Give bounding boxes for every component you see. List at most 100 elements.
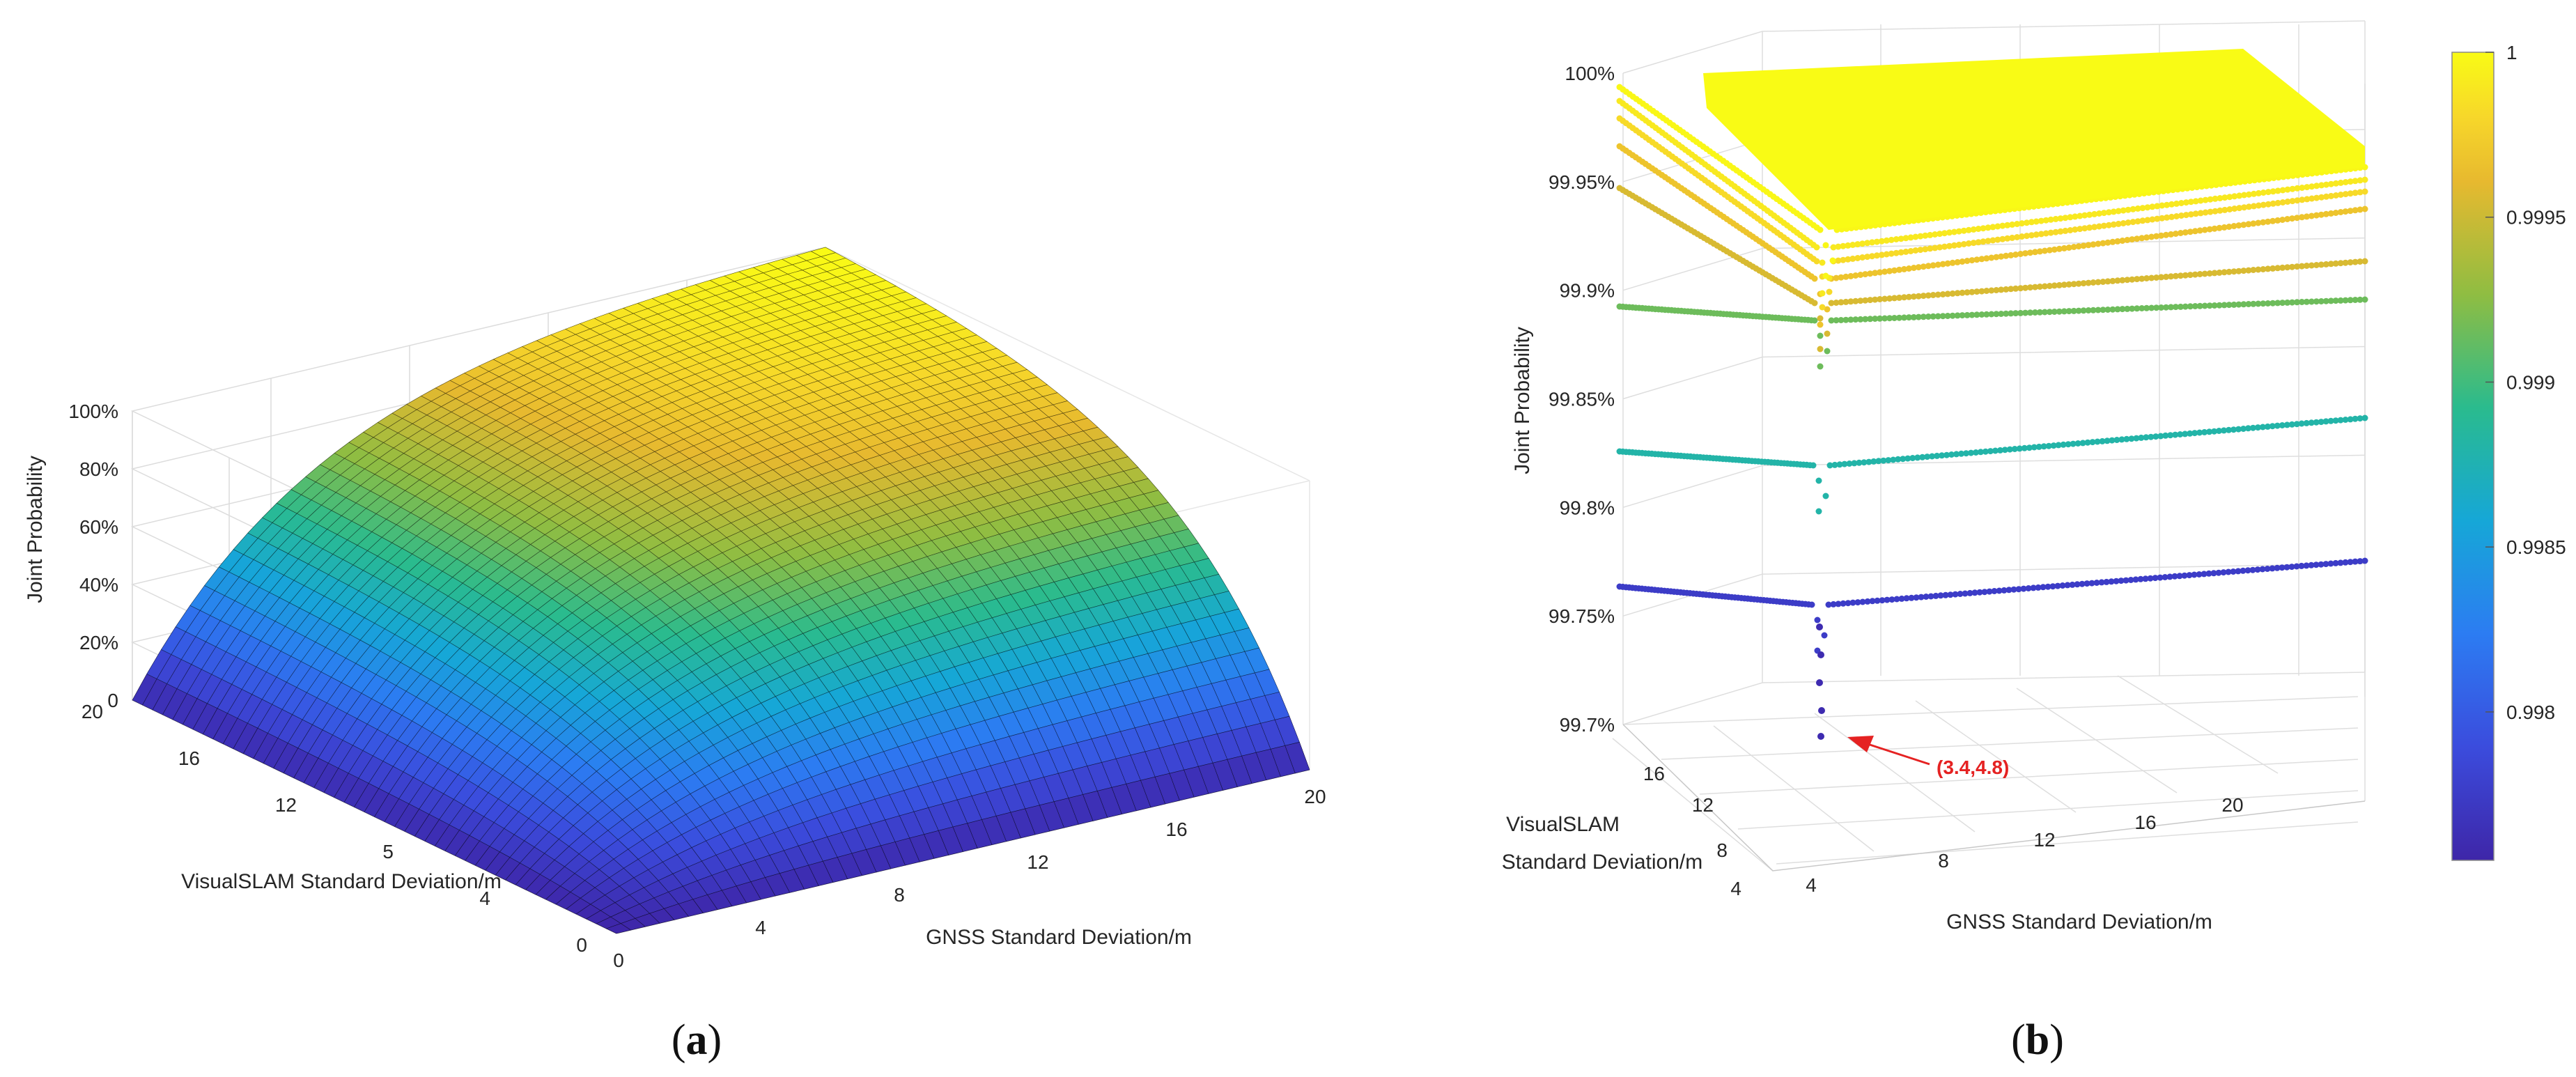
data-point — [2021, 444, 2028, 451]
data-point — [2274, 265, 2281, 272]
data-point — [2332, 192, 2339, 199]
data-point — [2202, 196, 2209, 203]
data-point — [2164, 201, 2171, 208]
data-point — [2244, 567, 2251, 574]
data-point — [1971, 589, 1978, 596]
data-point — [2279, 264, 2286, 271]
data-point — [1861, 459, 1868, 466]
data-point — [1877, 296, 1884, 302]
data-point — [1842, 273, 1849, 280]
data-point — [2012, 285, 2019, 292]
data-point — [2027, 284, 2033, 291]
data-point — [1949, 259, 1956, 266]
floor-grid-line — [1713, 725, 1875, 852]
data-point — [1862, 271, 1869, 278]
data-point — [2017, 251, 2024, 257]
data-point — [2211, 270, 2218, 277]
data-point — [2294, 197, 2301, 204]
data-point — [2230, 268, 2237, 275]
z-tick-label: 99.8% — [1560, 497, 1615, 518]
data-point — [2051, 282, 2058, 289]
data-point — [1989, 237, 1996, 244]
x-tick-label: 8 — [1938, 850, 1949, 871]
data-point — [1920, 293, 1927, 300]
data-point — [2003, 310, 2010, 317]
data-point — [1952, 591, 1959, 598]
data-point — [1854, 241, 1861, 248]
data-point — [2342, 191, 2349, 198]
data-point — [1872, 316, 1879, 322]
data-point — [2177, 272, 2184, 279]
data-point — [2100, 307, 2106, 313]
data-point — [2119, 277, 2126, 284]
data-point — [1817, 332, 1824, 339]
data-point — [1893, 236, 1900, 242]
data-point — [2327, 261, 2334, 268]
data-point — [2072, 213, 2079, 220]
data-point — [1959, 289, 1966, 296]
data-point — [2260, 300, 2267, 307]
data-point — [1846, 460, 1853, 467]
data-point — [2085, 279, 2092, 286]
data-point — [2020, 585, 2027, 592]
data-point — [2177, 303, 2184, 310]
data-point — [2361, 414, 2368, 421]
data-point — [1852, 297, 1859, 304]
data-point — [1937, 231, 1943, 238]
data-point — [2313, 298, 2320, 305]
data-point — [2123, 577, 2129, 584]
data-point — [2032, 249, 2038, 256]
data-point — [1908, 594, 1915, 601]
panel-a-caption: (a) — [672, 1016, 722, 1064]
data-point — [2293, 421, 2300, 428]
colorbar-gradient — [2451, 52, 2494, 861]
floor-grid-line — [1699, 759, 2359, 795]
data-point — [2361, 258, 2368, 265]
data-point — [2139, 235, 2146, 242]
data-point — [2055, 442, 2062, 449]
data-point — [1927, 231, 1934, 238]
data-point — [1857, 272, 1864, 278]
data-point — [2139, 205, 2146, 212]
data-point — [2260, 201, 2267, 208]
data-point — [2108, 578, 2115, 585]
data-point — [2294, 185, 2301, 192]
data-point — [2080, 242, 2087, 249]
data-point — [1939, 452, 1946, 459]
data-point — [1969, 288, 1976, 295]
data-point — [1907, 234, 1914, 241]
data-point — [2255, 219, 2262, 226]
data-point — [1912, 233, 1919, 240]
data-point — [2120, 220, 2127, 226]
data-point — [2114, 306, 2121, 313]
data-point — [2181, 572, 2188, 579]
data-point — [1980, 225, 1987, 232]
data-point — [2327, 192, 2334, 199]
data-point — [2009, 234, 2016, 241]
data-point — [2056, 281, 2063, 288]
data-point — [1925, 263, 1932, 270]
data-point — [2104, 437, 2111, 444]
data-point — [2265, 265, 2272, 272]
data-point — [2105, 209, 2112, 216]
data-point — [2342, 559, 2349, 566]
data-point — [2095, 240, 2102, 247]
data-point — [2289, 215, 2295, 222]
y-tick-label: 16 — [178, 747, 200, 769]
data-point — [2173, 213, 2180, 219]
data-point — [2303, 419, 2310, 426]
data-point — [2070, 244, 2077, 250]
annotation-label: (3.4,4.8) — [1937, 757, 2009, 778]
data-point — [1939, 313, 1946, 320]
data-point — [2182, 303, 2189, 310]
data-point — [1811, 300, 1818, 307]
data-point — [2226, 268, 2233, 275]
data-point — [2060, 441, 2067, 448]
data-point — [2274, 564, 2281, 571]
data-point — [1881, 268, 1888, 275]
data-point — [2042, 230, 2049, 237]
data-point — [2318, 182, 2325, 189]
data-point — [2035, 443, 2042, 450]
data-point — [2191, 228, 2198, 235]
